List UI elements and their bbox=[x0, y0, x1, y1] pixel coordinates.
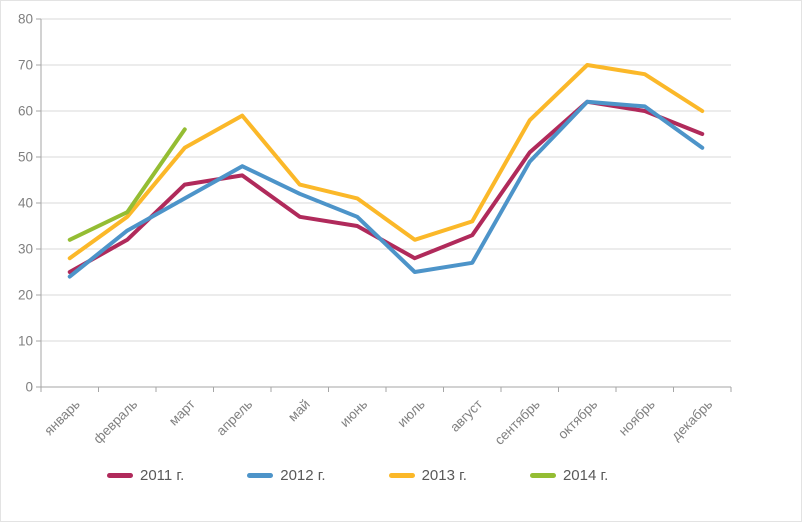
x-axis-label: август bbox=[447, 397, 485, 435]
x-axis-label: июнь bbox=[337, 397, 370, 430]
y-tick-label: 50 bbox=[18, 150, 33, 165]
chart-canvas: 0 10 20 30 40 50 60 70 80 январь февраль март апрель… bbox=[18, 12, 732, 448]
legend-label-2012: 2012 г. bbox=[280, 467, 326, 484]
series-line-2013 bbox=[67, 63, 705, 261]
x-axis-label: февраль bbox=[90, 397, 140, 447]
series-line-2014 bbox=[67, 127, 187, 242]
y-tick-label: 30 bbox=[18, 242, 33, 257]
y-tick-label: 20 bbox=[18, 288, 33, 303]
legend-item-2012: 2012 г. bbox=[247, 467, 326, 484]
x-axis-label: декабрь bbox=[668, 397, 715, 444]
x-axis-label: апрель bbox=[213, 397, 255, 439]
x-axis-label: ноябрь bbox=[616, 397, 658, 439]
x-axis-label: сентябрь bbox=[492, 397, 543, 448]
legend-label-2013: 2013 г. bbox=[421, 467, 467, 484]
x-axis-label: октябрь bbox=[555, 397, 600, 442]
x-axis-label: май bbox=[285, 397, 313, 425]
y-tick-label: 80 bbox=[18, 12, 33, 27]
x-axis-label: март bbox=[166, 397, 198, 429]
legend-swatch-2011 bbox=[107, 473, 133, 478]
chart-legend: 2011 г. 2012 г. 2013 г. 2014 г. bbox=[107, 467, 608, 484]
legend-swatch-2013 bbox=[388, 473, 415, 478]
y-tick-label: 70 bbox=[18, 58, 33, 73]
legend-item-2014: 2014 г. bbox=[529, 467, 609, 484]
legend-swatch-2014 bbox=[529, 473, 556, 478]
legend-swatch-2012 bbox=[247, 473, 274, 478]
y-tick-label: 60 bbox=[18, 104, 33, 119]
x-axis-label: июль bbox=[394, 397, 427, 430]
legend-label-2014: 2014 г. bbox=[562, 467, 609, 484]
y-tick-label: 0 bbox=[25, 380, 33, 395]
legend-item-2011: 2011 г. bbox=[107, 467, 184, 484]
y-tick-label: 40 bbox=[18, 196, 33, 211]
legend-item-2013: 2013 г. bbox=[388, 467, 467, 484]
legend-label-2011: 2011 г. bbox=[140, 467, 185, 484]
series-line-2012 bbox=[67, 99, 705, 279]
y-tick-label: 10 bbox=[18, 334, 33, 349]
x-axis-label: январь bbox=[41, 397, 83, 439]
